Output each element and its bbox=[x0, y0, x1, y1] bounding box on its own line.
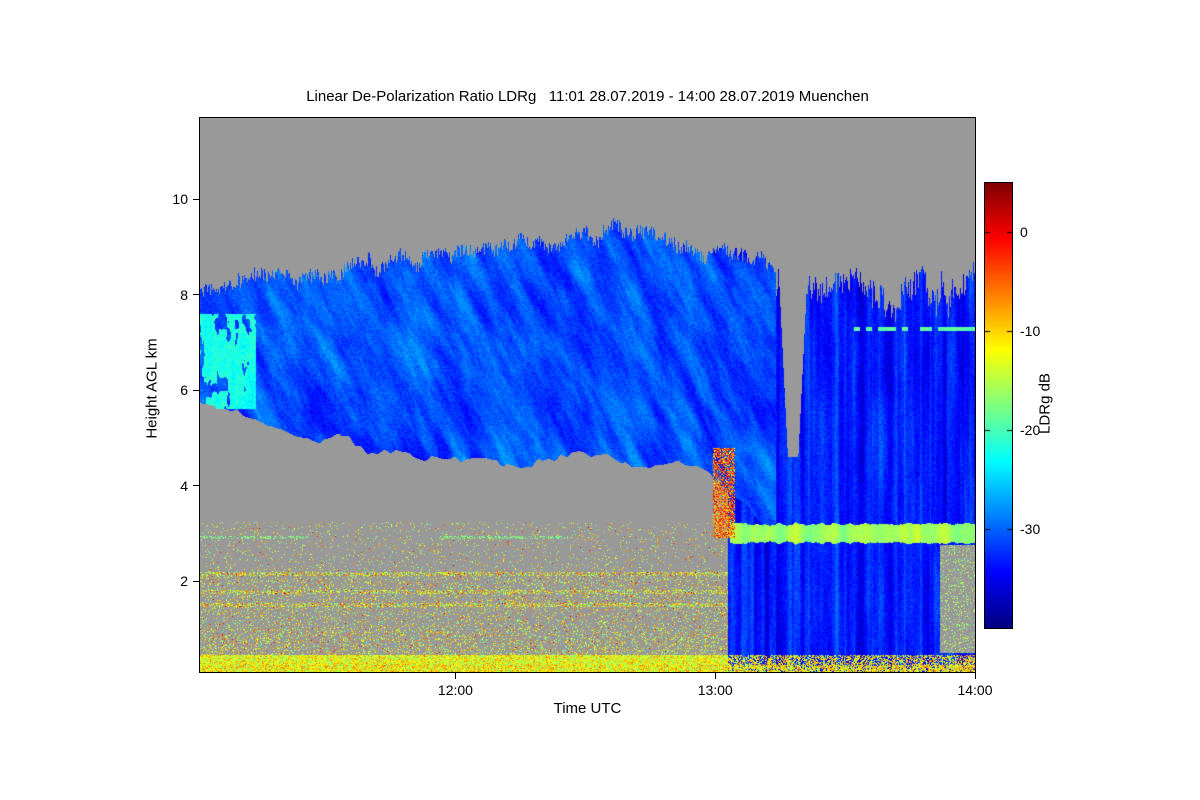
x-tick-label: 14:00 bbox=[957, 682, 993, 698]
colorbar-tick-label: -30 bbox=[1020, 521, 1041, 538]
colorbar-tick-label: -20 bbox=[1020, 422, 1041, 439]
colorbar-tick-label: -10 bbox=[1020, 323, 1041, 340]
colorbar bbox=[984, 182, 1013, 629]
heatmap-canvas bbox=[200, 118, 975, 672]
y-tick-label: 2 bbox=[180, 573, 188, 590]
chart-title: Linear De-Polarization Ratio LDRg 11:01 … bbox=[306, 88, 869, 105]
colorbar-canvas bbox=[985, 183, 1012, 628]
y-tick-label: 4 bbox=[180, 477, 188, 494]
y-tick-mark bbox=[193, 294, 199, 296]
y-tick-mark bbox=[193, 198, 199, 200]
x-tick-label: 13:00 bbox=[697, 682, 733, 698]
x-tick-label: 12:00 bbox=[437, 682, 473, 698]
y-tick-mark bbox=[193, 485, 199, 487]
y-tick-mark bbox=[193, 580, 199, 582]
x-tick-mark bbox=[454, 673, 456, 679]
x-tick-mark bbox=[714, 673, 716, 679]
colorbar-tick-label: 0 bbox=[1020, 224, 1028, 241]
y-tick-mark bbox=[193, 389, 199, 391]
x-tick-mark bbox=[974, 673, 976, 679]
x-axis-label: Time UTC bbox=[553, 700, 622, 717]
y-tick-label: 8 bbox=[180, 286, 188, 303]
plot-area bbox=[199, 117, 976, 673]
y-tick-label: 6 bbox=[180, 382, 188, 399]
y-tick-label: 10 bbox=[172, 191, 188, 208]
colorbar-label: LDRg dB bbox=[1036, 373, 1054, 434]
